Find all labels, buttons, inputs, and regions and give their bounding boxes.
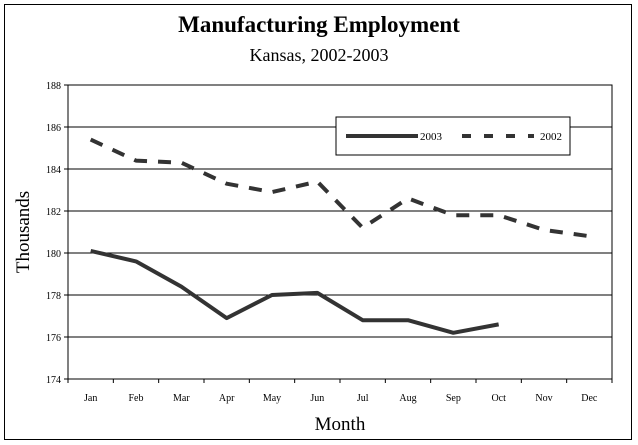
x-tick-label: Mar: [173, 393, 190, 404]
x-tick-label: Nov: [535, 393, 552, 404]
y-tick-label: 174: [46, 375, 61, 386]
legend-label-2003: 2003: [420, 131, 443, 143]
legend: 2003 2002: [335, 116, 571, 156]
x-tick-label: Oct: [491, 393, 506, 404]
y-axis-label: Thousands: [13, 191, 34, 273]
x-tick-label: Aug: [399, 393, 416, 404]
chart-title: Manufacturing Employment: [178, 12, 460, 37]
series-line-2003: [90, 248, 500, 335]
y-tick-label: 176: [46, 333, 61, 344]
chart-frame: [4, 4, 632, 440]
x-tick-label: Jun: [310, 393, 324, 404]
y-tick-label: 182: [46, 207, 61, 218]
y-tick-label: 184: [46, 165, 61, 176]
chart-subtitle: Kansas, 2002-2003: [249, 45, 389, 65]
x-tick-label: Feb: [129, 393, 144, 404]
y-axis-ticks: 174 176 178 180 182 184 186 188: [46, 81, 68, 386]
x-tick-label: May: [263, 393, 281, 404]
x-tick-label: Sep: [446, 393, 461, 404]
legend-label-2002: 2002: [540, 131, 562, 143]
series-line-2002: [89, 137, 590, 239]
y-tick-label: 186: [46, 123, 61, 134]
x-tick-label: Jul: [357, 393, 369, 404]
x-tick-label: Apr: [219, 393, 235, 404]
x-axis-ticks: Jan Feb Mar Apr May Jun Jul Aug Sep Oct Nov Dec: [67, 379, 613, 404]
x-tick-label: Dec: [581, 393, 598, 404]
y-tick-label: 180: [46, 249, 61, 260]
series-lines: [89, 137, 590, 335]
y-tick-label: 178: [46, 291, 61, 302]
x-tick-label: Jan: [84, 393, 97, 404]
y-tick-label: 188: [46, 81, 61, 92]
x-axis-label: Month: [315, 414, 366, 435]
